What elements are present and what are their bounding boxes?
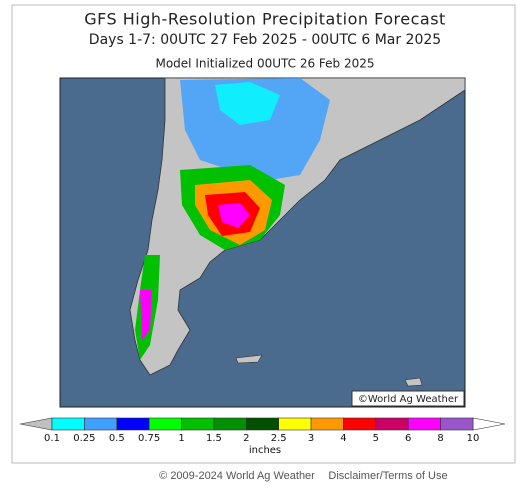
color-swatch	[343, 417, 377, 431]
legend-tick-label: 8	[437, 433, 443, 444]
legend-tick-label: 2	[243, 433, 249, 444]
color-swatch	[407, 417, 441, 431]
islands	[235, 354, 263, 364]
legend-tick-label: 1	[178, 433, 184, 444]
watermark-box	[351, 390, 465, 407]
legend-tick-label: 0.75	[138, 433, 160, 444]
color-swatch	[148, 417, 182, 431]
color-swatch	[375, 417, 409, 431]
color-swatch	[278, 417, 312, 431]
color-swatch	[246, 417, 279, 431]
legend-unit: inches	[249, 445, 281, 456]
legend-tick-label: 1.5	[206, 433, 222, 444]
legend-tick-label: 3	[308, 433, 314, 444]
legend-tick-label: 4	[340, 433, 346, 444]
legend-tick-label: 5	[373, 433, 379, 444]
legend-tick-label: 0.1	[44, 433, 60, 444]
legend-tick-label: 0.5	[109, 433, 125, 444]
precip-cyan	[215, 82, 280, 125]
color-swatch	[181, 417, 215, 431]
color-swatch	[51, 417, 85, 431]
terms-link[interactable]: Disclaimer/Terms of Use	[328, 470, 447, 482]
precip-blue	[180, 78, 330, 180]
legend-tick-label: 6	[405, 433, 411, 444]
precip-magenta	[218, 203, 250, 228]
color-swatch	[116, 417, 150, 431]
legend-tick-label: 10	[467, 433, 480, 444]
precip-south-core	[140, 290, 152, 340]
color-swatch	[84, 417, 118, 431]
legend: 0.1 0.25 0.5 0.75 1 1.5 2 2.5 3 4 5 6 8 10 inches	[19, 417, 506, 456]
subtitle: Days 1-7: 00UTC 27 Feb 2025 - 00UTC 6 Ma…	[89, 32, 441, 48]
watermark: ©World Ag Weather	[358, 394, 459, 405]
map: ©World Ag Weather	[59, 77, 466, 408]
color-swatch	[213, 417, 247, 431]
falklands	[404, 377, 423, 387]
legend-tick-label: 2.5	[271, 433, 287, 444]
color-swatch	[440, 417, 474, 431]
legend-tick-label: 0.25	[73, 433, 95, 444]
color-swatch	[310, 417, 344, 431]
title: GFS High-Resolution Precipitation Foreca…	[84, 10, 446, 29]
copyright: © 2009-2024 World Ag Weather	[159, 470, 315, 482]
initialized: Model Initialized 00UTC 26 Feb 2025	[155, 57, 374, 71]
